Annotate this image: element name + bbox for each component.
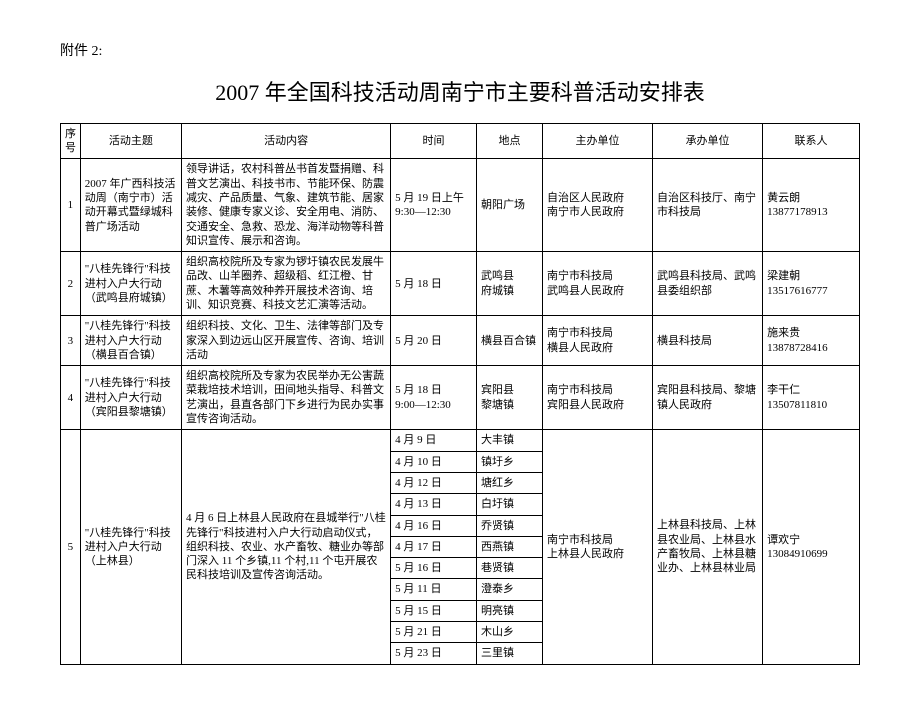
cell-time: 5 月 20 日 [391, 316, 477, 366]
cell-host: 南宁市科技局武鸣县人民政府 [543, 252, 653, 316]
cell-time: 4 月 10 日 [391, 451, 477, 472]
table-row: 3"八桂先锋行"科技进村入户大行动（横县百合镇）组织科技、文化、卫生、法律等部门… [61, 316, 860, 366]
cell-time: 4 月 9 日 [391, 430, 477, 451]
cell-time: 5 月 15 日 [391, 600, 477, 621]
cell-content: 4 月 6 日上林县人民政府在县城举行"八桂先锋行"科技进村入户大行动启动仪式，… [182, 430, 391, 664]
cell-theme: "八桂先锋行"科技进村入户大行动（宾阳县黎塘镇） [80, 366, 181, 430]
col-time: 时间 [391, 123, 477, 159]
cell-place: 朝阳广场 [476, 159, 542, 252]
cell-place: 木山乡 [476, 622, 542, 643]
cell-theme: "八桂先锋行"科技进村入户大行动（武鸣县府城镇） [80, 252, 181, 316]
cell-contact: 李干仁13507811810 [763, 366, 860, 430]
col-undertake: 承办单位 [653, 123, 763, 159]
page-title: 2007 年全国科技活动周南宁市主要科普活动安排表 [60, 75, 860, 107]
cell-time: 5 月 16 日 [391, 558, 477, 579]
cell-place: 明亮镇 [476, 600, 542, 621]
cell-time: 4 月 17 日 [391, 536, 477, 557]
cell-place: 乔贤镇 [476, 515, 542, 536]
col-host: 主办单位 [543, 123, 653, 159]
attachment-label: 附件 2: [60, 40, 860, 60]
cell-place: 三里镇 [476, 643, 542, 664]
cell-place: 镇圩乡 [476, 451, 542, 472]
cell-seq: 1 [61, 159, 81, 252]
cell-host: 自治区人民政府南宁市人民政府 [543, 159, 653, 252]
cell-time: 5 月 19 日上午9:30—12:30 [391, 159, 477, 252]
table-row: 5"八桂先锋行"科技进村入户大行动（上林县）4 月 6 日上林县人民政府在县城举… [61, 430, 860, 451]
table-header-row: 序号 活动主题 活动内容 时间 地点 主办单位 承办单位 联系人 [61, 123, 860, 159]
cell-seq: 4 [61, 366, 81, 430]
cell-content: 组织高校院所及专家为农民举办无公害蔬菜栽培技术培训，田间地头指导、科普文艺演出，… [182, 366, 391, 430]
cell-theme: "八桂先锋行"科技进村入户大行动（横县百合镇） [80, 316, 181, 366]
col-place: 地点 [476, 123, 542, 159]
cell-time: 5 月 18 日9:00—12:30 [391, 366, 477, 430]
cell-content: 组织科技、文化、卫生、法律等部门及专家深入到边远山区开展宣传、咨询、培训活动 [182, 316, 391, 366]
cell-content: 组织高校院所及专家为锣圩镇农民发展牛品改、山羊圈养、超级稻、红江橙、甘蔗、木薯等… [182, 252, 391, 316]
cell-time: 5 月 23 日 [391, 643, 477, 664]
cell-theme: "八桂先锋行"科技进村入户大行动（上林县） [80, 430, 181, 664]
cell-contact: 黄云朗13877178913 [763, 159, 860, 252]
col-theme: 活动主题 [80, 123, 181, 159]
col-contact: 联系人 [763, 123, 860, 159]
schedule-table: 序号 活动主题 活动内容 时间 地点 主办单位 承办单位 联系人 12007 年… [60, 123, 860, 665]
table-row: 12007 年广西科技活动周（南宁市）活动开幕式暨绿城科普广场活动领导讲话，农村… [61, 159, 860, 252]
table-row: 4"八桂先锋行"科技进村入户大行动（宾阳县黎塘镇）组织高校院所及专家为农民举办无… [61, 366, 860, 430]
cell-contact: 谭欢宁13084910699 [763, 430, 860, 664]
cell-seq: 5 [61, 430, 81, 664]
col-content: 活动内容 [182, 123, 391, 159]
cell-place: 宾阳县黎塘镇 [476, 366, 542, 430]
cell-place: 白圩镇 [476, 494, 542, 515]
cell-place: 横县百合镇 [476, 316, 542, 366]
cell-place: 澄泰乡 [476, 579, 542, 600]
cell-time: 5 月 11 日 [391, 579, 477, 600]
cell-host: 南宁市科技局宾阳县人民政府 [543, 366, 653, 430]
cell-undertake: 上林县科技局、上林县农业局、上林县水产畜牧局、上林县糖业办、上林县林业局 [653, 430, 763, 664]
cell-theme: 2007 年广西科技活动周（南宁市）活动开幕式暨绿城科普广场活动 [80, 159, 181, 252]
cell-place: 大丰镇 [476, 430, 542, 451]
cell-undertake: 自治区科技厅、南宁市科技局 [653, 159, 763, 252]
cell-undertake: 横县科技局 [653, 316, 763, 366]
cell-contact: 梁建朝13517616777 [763, 252, 860, 316]
col-seq: 序号 [61, 123, 81, 159]
cell-host: 南宁市科技局横县人民政府 [543, 316, 653, 366]
cell-time: 5 月 18 日 [391, 252, 477, 316]
cell-place: 武鸣县府城镇 [476, 252, 542, 316]
cell-time: 4 月 12 日 [391, 472, 477, 493]
cell-host: 南宁市科技局上林县人民政府 [543, 430, 653, 664]
cell-place: 巷贤镇 [476, 558, 542, 579]
cell-place: 塘红乡 [476, 472, 542, 493]
cell-contact: 施来贵13878728416 [763, 316, 860, 366]
cell-seq: 3 [61, 316, 81, 366]
cell-undertake: 武鸣县科技局、武鸣县委组织部 [653, 252, 763, 316]
cell-time: 4 月 16 日 [391, 515, 477, 536]
cell-undertake: 宾阳县科技局、黎塘镇人民政府 [653, 366, 763, 430]
cell-place: 西燕镇 [476, 536, 542, 557]
cell-content: 领导讲话，农村科普丛书首发暨捐赠、科普文艺演出、科技书市、节能环保、防震减灾、产… [182, 159, 391, 252]
cell-seq: 2 [61, 252, 81, 316]
cell-time: 4 月 13 日 [391, 494, 477, 515]
cell-time: 5 月 21 日 [391, 622, 477, 643]
table-row: 2"八桂先锋行"科技进村入户大行动（武鸣县府城镇）组织高校院所及专家为锣圩镇农民… [61, 252, 860, 316]
